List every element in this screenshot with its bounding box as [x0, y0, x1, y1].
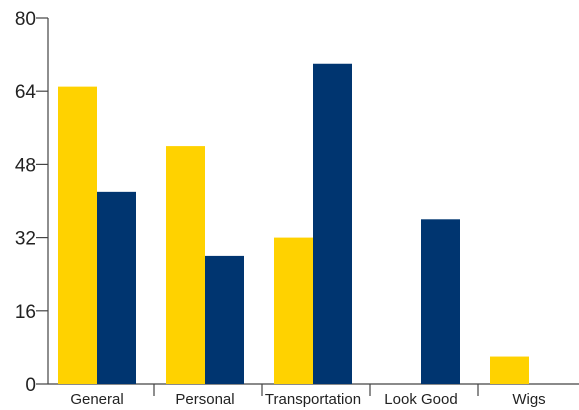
bars: [58, 63, 529, 384]
bar-look-good-series-2: [421, 219, 460, 384]
bar-personal-series-2: [205, 255, 244, 384]
x-category-label: Look Good: [384, 391, 457, 408]
x-category-label: General: [70, 391, 123, 408]
bar-general-series-2: [97, 191, 136, 384]
y-tick-label: 48: [15, 155, 36, 176]
x-category-label: Personal: [175, 391, 234, 408]
bar-personal-series-1: [166, 146, 205, 384]
y-tick-label: 32: [15, 229, 36, 250]
y-tick-label: 16: [15, 302, 36, 323]
bar-transportation-series-2: [313, 63, 352, 384]
x-category-label: Transportation: [265, 391, 361, 408]
bar-wigs-series-1: [490, 356, 529, 384]
bar-general-series-1: [58, 86, 97, 384]
y-tick-label: 80: [15, 9, 36, 30]
y-tick-label: 0: [25, 375, 36, 396]
labels: 0 16 32 48 64 80 General Personal Transportation…: [15, 9, 546, 408]
x-category-label: Wigs: [512, 391, 545, 408]
bar-transportation-series-1: [274, 237, 313, 384]
y-tick-label: 64: [15, 82, 37, 103]
